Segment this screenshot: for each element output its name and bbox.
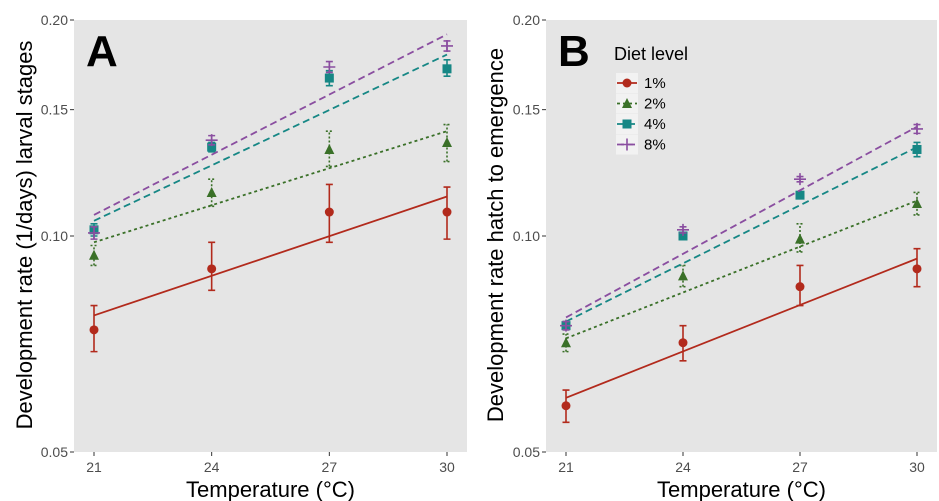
data-point (442, 136, 452, 147)
x-tick-label: 30 (439, 459, 455, 475)
fit-line (93, 195, 448, 317)
data-point (560, 319, 572, 332)
panel-a: 0.05 0.10 0.15 0.20 21 24 27 30 Temperature (°C)… (12, 12, 467, 501)
x-tick-label: 27 (322, 459, 338, 475)
legend-key-marker (622, 78, 632, 88)
panel-b: 0.05 0.10 0.15 0.20 21 24 27 30 Temperature (°C)… (483, 12, 937, 501)
data-point (442, 64, 452, 74)
legend-entry: 2% (616, 93, 666, 114)
x-tick-label: 24 (204, 459, 220, 475)
data-point (207, 264, 217, 274)
data-point (88, 226, 100, 239)
x-tick-label: 27 (792, 459, 808, 475)
y-axis-title: Development rate (1/days) larval stages (12, 41, 37, 430)
x-tick-label: 21 (86, 459, 102, 475)
data-point (678, 270, 688, 281)
legend: Diet level 1% 2% 4% 8% (614, 44, 688, 155)
legend-entry: 8% (616, 134, 666, 155)
fit-line (565, 199, 918, 340)
data-point (912, 264, 922, 274)
legend-label: 8% (644, 137, 666, 154)
data-point (794, 173, 806, 186)
data-point (441, 39, 453, 52)
y-tick-label: 0.05 (513, 444, 540, 460)
plot-background (74, 20, 467, 452)
legend-key-marker (622, 119, 632, 129)
error-bar (443, 123, 451, 163)
series-0 (89, 183, 452, 353)
y-tick-label: 0.15 (513, 102, 540, 118)
y-tick-label: 0.20 (41, 12, 68, 28)
data-point (795, 190, 805, 200)
legend-entry: 1% (616, 73, 666, 93)
plot-background (546, 20, 937, 452)
data-point (911, 122, 923, 135)
panel-letter: A (86, 27, 118, 76)
panel-letter: B (558, 27, 590, 76)
data-point (561, 401, 571, 411)
data-point (205, 134, 218, 147)
data-point (324, 207, 334, 217)
data-point (795, 233, 805, 244)
y-axis-title: Development rate hatch to emergence (483, 48, 508, 422)
x-tick-label: 24 (675, 459, 691, 475)
data-point (206, 186, 217, 197)
legend-label: 2% (644, 96, 666, 113)
data-point (323, 60, 336, 73)
fit-line (93, 53, 448, 222)
data-point (912, 144, 922, 154)
data-point (324, 143, 335, 154)
x-tick-label: 21 (558, 459, 574, 475)
data-point (795, 282, 805, 292)
data-point (324, 73, 334, 83)
data-point (442, 207, 452, 217)
fit-line (565, 257, 918, 399)
legend-label: 1% (644, 75, 666, 92)
series-3 (88, 33, 453, 240)
legend-key-marker (621, 138, 633, 151)
data-point (678, 338, 688, 348)
legend-title: Diet level (614, 44, 688, 64)
x-axis-title: Temperature (°C) (657, 477, 826, 501)
series-0 (561, 247, 922, 424)
data-point (89, 249, 99, 260)
fit-line (93, 130, 448, 244)
y-tick-label: 0.15 (41, 102, 68, 118)
x-axis-title: Temperature (°C) (186, 477, 355, 501)
data-point (678, 231, 688, 241)
y-tick-label: 0.10 (513, 228, 540, 244)
fit-line (565, 125, 918, 319)
error-bar (796, 222, 804, 253)
fit-line (93, 33, 448, 216)
legend-entry: 4% (616, 114, 666, 134)
x-tick-label: 30 (909, 459, 925, 475)
legend-key-marker (622, 98, 632, 108)
data-point (89, 325, 99, 335)
data-point (561, 337, 571, 348)
data-point (912, 197, 922, 208)
data-point (677, 223, 689, 236)
series-1 (89, 123, 452, 267)
legend-label: 4% (644, 116, 666, 133)
y-tick-label: 0.10 (41, 228, 68, 244)
y-tick-label: 0.20 (513, 12, 540, 28)
error-bar (913, 191, 921, 216)
series-3 (560, 122, 923, 332)
y-tick-label: 0.05 (41, 444, 68, 460)
data-point (207, 142, 217, 152)
